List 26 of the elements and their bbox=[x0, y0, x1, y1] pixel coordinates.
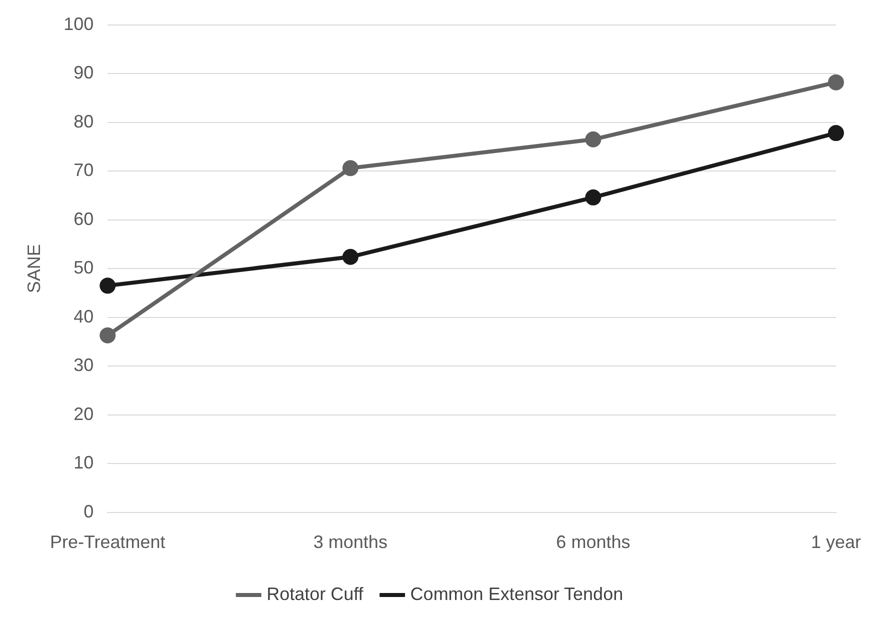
y-tick-label: 80 bbox=[74, 111, 94, 132]
x-tick-label: Pre-Treatment bbox=[50, 532, 166, 552]
y-tick-label: 10 bbox=[74, 452, 94, 473]
point bbox=[100, 327, 116, 344]
y-tick-label: 30 bbox=[74, 355, 94, 376]
y-axis-title: SANE bbox=[24, 244, 44, 294]
y-tick-label: 50 bbox=[74, 258, 94, 278]
y-tick-label: 90 bbox=[74, 62, 94, 83]
legend-label: Common Extensor Tendon bbox=[410, 584, 624, 604]
x-tick-label: 3 months bbox=[313, 532, 388, 552]
legend-label: Rotator Cuff bbox=[266, 584, 364, 604]
y-tick-label: 0 bbox=[84, 501, 94, 522]
point bbox=[585, 131, 602, 148]
point bbox=[828, 74, 844, 90]
point bbox=[100, 278, 116, 294]
x-tick-label: 1 year bbox=[810, 532, 862, 552]
x-tick-label: 6 months bbox=[556, 532, 630, 552]
point bbox=[342, 248, 358, 265]
point bbox=[828, 125, 844, 142]
y-tick-label: 60 bbox=[74, 208, 94, 229]
y-tick-label: 100 bbox=[64, 14, 94, 34]
y-tick-label: 20 bbox=[74, 404, 94, 424]
y-tick-label: 40 bbox=[74, 306, 94, 326]
point bbox=[342, 160, 358, 176]
y-tick-label: 70 bbox=[74, 160, 94, 180]
point bbox=[585, 189, 602, 206]
